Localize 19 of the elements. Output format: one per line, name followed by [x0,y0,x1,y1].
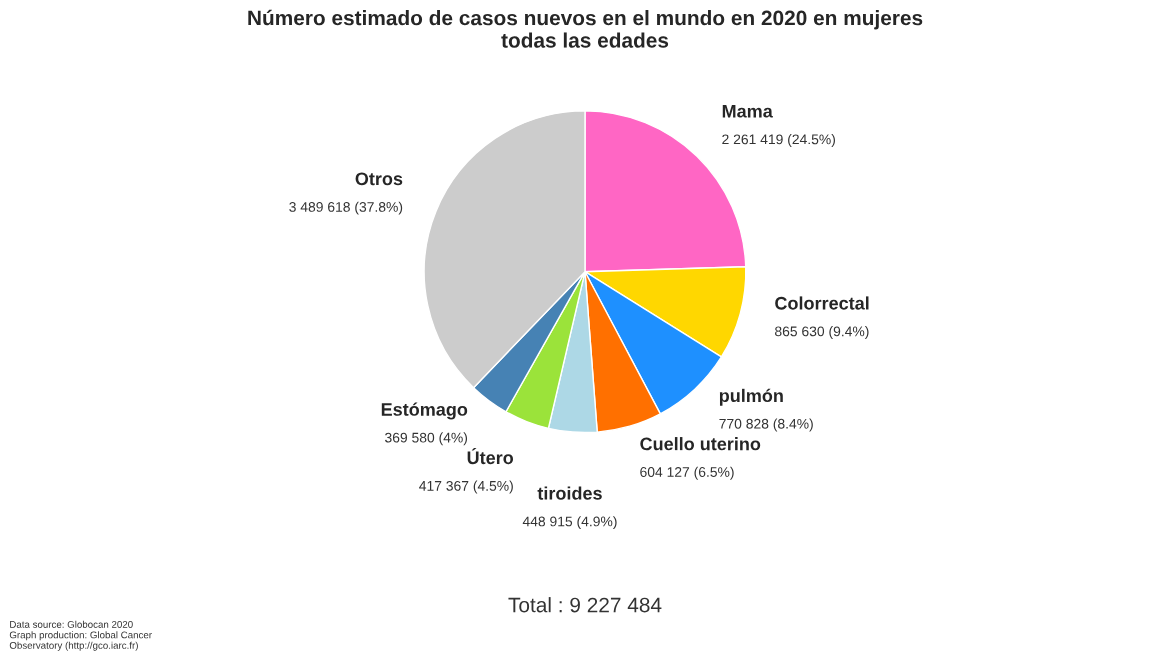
slice-label: pulmón [719,388,783,406]
chart-title: Número estimado de casos nuevos en el mundo en 2020 en mujeres todas las edades [248,9,923,48]
data-label: 369 580 (4%) [385,432,468,446]
data-label: 2 261 419 (24.5%) [722,134,835,147]
data-label: 448 915 (4.9%) [522,516,617,530]
slice-label: Estómago [381,402,468,420]
slice-label: Otros [355,172,403,186]
slice-label: Cuello uterino [640,437,761,451]
slice-label: Mama [722,105,773,118]
data-label: 604 127 (6.5%) [640,466,734,480]
slice-label: Útero [467,447,514,465]
data-label: 417 367 (4.5%) [419,480,513,494]
slice-label: Colorrectal [775,296,869,310]
data-label: 770 828 (8.4%) [719,418,813,432]
data-label: 865 630 (9.4%) [775,326,869,340]
slice-label: tiroides [537,486,602,500]
source-note: Data source: Globocan 2020 Graph production: Global Cancer Observatory (http://gco.iarc.fr) [9,620,152,651]
text: Total : 9 227 484 [508,597,662,613]
data-label: 3 489 618 (37.8%) [289,201,403,215]
